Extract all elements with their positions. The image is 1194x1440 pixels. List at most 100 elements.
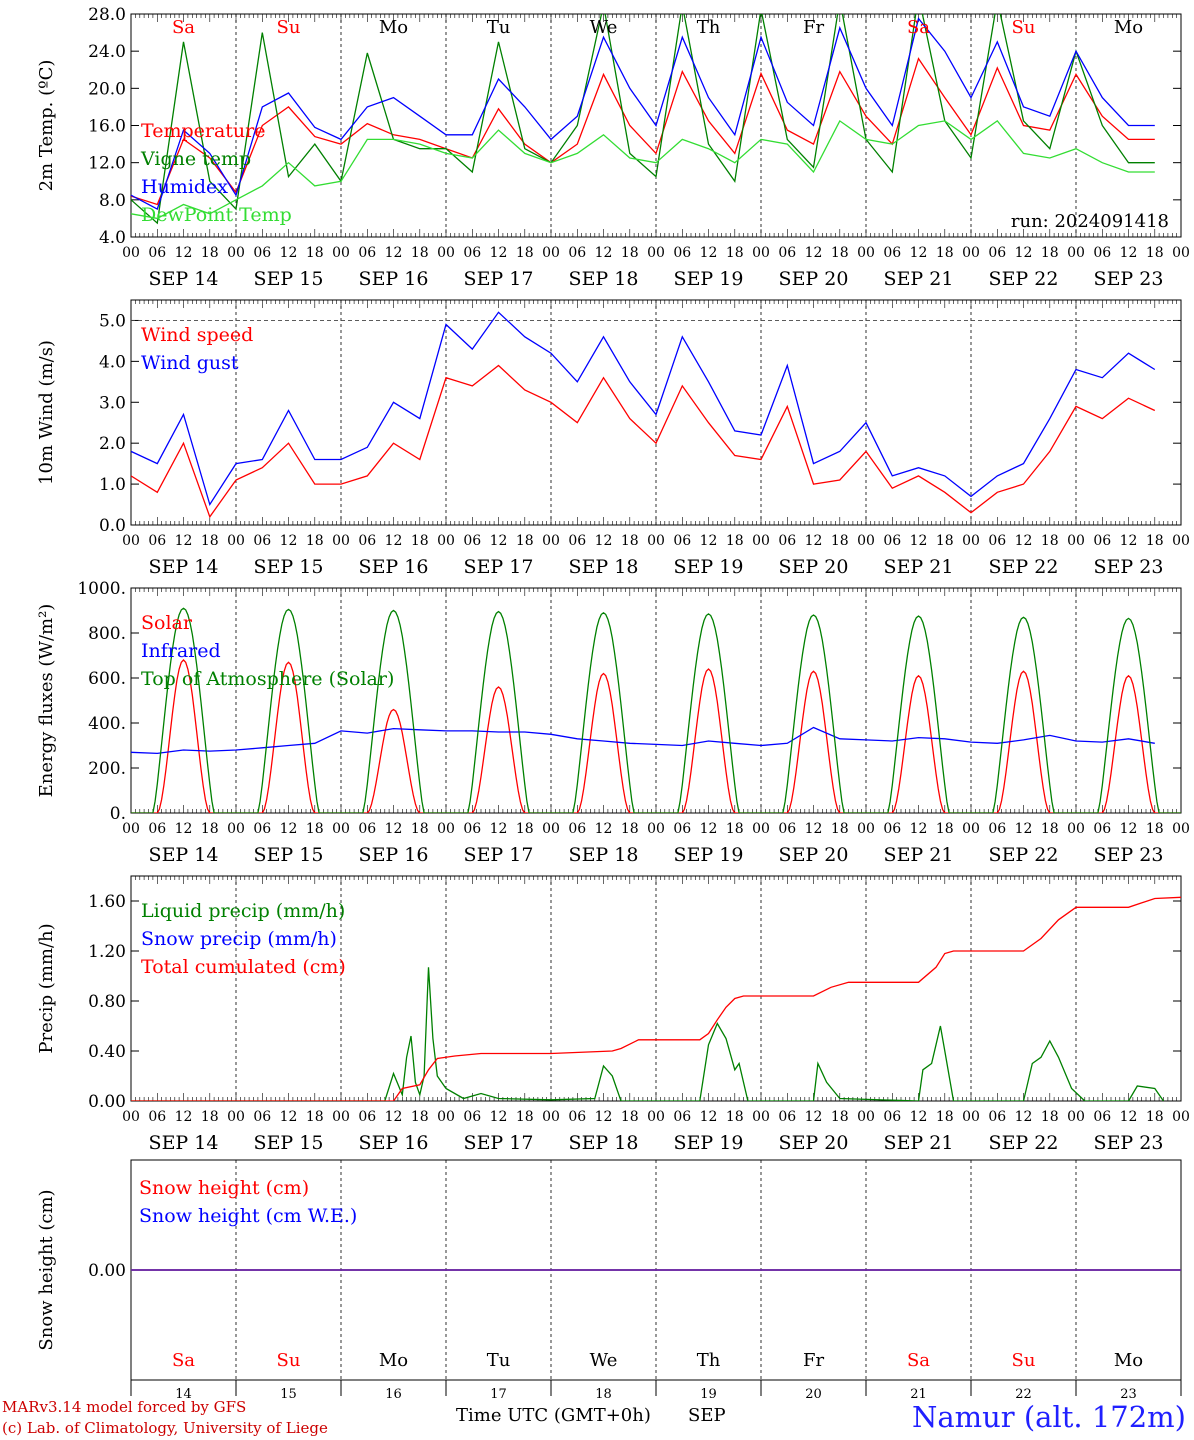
hour-ticks [130,14,1182,237]
hour-label: 18 [1146,1109,1164,1125]
day-number: 16 [385,1387,402,1402]
y-tick-label: 600. [88,669,126,689]
weekday-label: Mo [379,17,408,38]
date-label: SEP 18 [569,556,639,578]
y-tick-label: 28.0 [88,5,126,25]
weekday-label: Su [1012,1350,1036,1371]
hour-label: 18 [1041,1109,1059,1125]
legend-entry: Snow height (cm) [139,1177,309,1199]
legend-entry: Snow height (cm W.E.) [139,1205,357,1227]
hour-label: 00 [332,821,350,837]
hour-ticks [130,876,1182,1101]
hour-label: 12 [385,533,403,549]
hour-label: 18 [306,245,324,261]
weekday-label: Sa [907,1350,930,1371]
hour-label: 06 [988,533,1006,549]
hour-label: 00 [1172,533,1190,549]
hour-label: 06 [463,821,481,837]
date-label: SEP 23 [1094,844,1164,866]
hour-label: 18 [621,245,639,261]
hour-label: 12 [175,821,193,837]
hour-label: 06 [148,245,166,261]
hour-label: 18 [201,1109,219,1125]
hour-label: 12 [280,533,298,549]
hour-label: 12 [280,1109,298,1125]
date-label: SEP 14 [149,556,219,578]
hour-label: 12 [280,245,298,261]
date-label: SEP 15 [254,844,324,866]
weekday-label: Tu [487,17,511,38]
y-tick-label: 12.0 [88,154,126,174]
y-tick-label: 1000. [77,579,126,599]
hour-label: 00 [332,245,350,261]
legend-entry: Snow precip (mm/h) [141,928,337,950]
hour-label: 18 [831,245,849,261]
hour-label: 00 [227,1109,245,1125]
date-label: SEP 19 [674,844,744,866]
y-tick-label: 2.0 [99,434,126,454]
hour-label: 06 [673,821,691,837]
hour-label: 00 [332,533,350,549]
panel-4 [130,875,1182,1102]
legend-entry: Wind gust [141,352,239,374]
hour-label: 00 [542,533,560,549]
date-label: SEP 22 [989,1132,1059,1154]
hour-label: 00 [437,533,455,549]
hour-label: 06 [568,1109,586,1125]
day-number: 18 [595,1387,612,1402]
hour-label: 06 [988,1109,1006,1125]
hour-label: 00 [1172,245,1190,261]
date-label: SEP 16 [359,844,429,866]
hour-label: 12 [1015,821,1033,837]
hour-label: 06 [883,533,901,549]
hour-label: 18 [936,533,954,549]
hour-label: 18 [1146,533,1164,549]
hour-label: 00 [122,245,140,261]
hour-label: 00 [437,245,455,261]
weekday-label: Fr [803,17,824,38]
date-label: SEP 22 [989,844,1059,866]
day-number: 22 [1015,1387,1032,1402]
hour-label: 18 [936,821,954,837]
hour-label: 12 [1015,245,1033,261]
date-label: SEP 18 [569,1132,639,1154]
hour-label: 00 [752,1109,770,1125]
series-line [131,311,1156,507]
hour-label: 18 [306,1109,324,1125]
hour-label: 00 [962,533,980,549]
hour-label: 18 [621,533,639,549]
hour-label: 18 [936,1109,954,1125]
hour-label: 00 [1067,1109,1085,1125]
hour-label: 12 [1120,821,1138,837]
weekday-label: Th [697,17,721,38]
hour-label: 00 [1172,821,1190,837]
date-label: SEP 16 [359,556,429,578]
weekday-label: Fr [803,1350,824,1371]
y-tick-label: 0. [110,804,126,824]
day-number: 17 [490,1387,507,1402]
panel-frame [130,587,1182,814]
date-label: SEP 16 [359,1132,429,1154]
hour-label: 00 [542,1109,560,1125]
hour-label: 18 [831,1109,849,1125]
hour-label: 06 [358,533,376,549]
date-label: SEP 17 [464,556,534,578]
series-line [131,659,1181,813]
hour-label: 18 [1041,245,1059,261]
y-tick-label: 0.80 [88,992,126,1012]
date-label: SEP 15 [254,1132,324,1154]
hour-label: 12 [910,533,928,549]
hour-label: 00 [122,533,140,549]
date-label: SEP 19 [674,1132,744,1154]
hour-label: 00 [122,1109,140,1125]
date-label: SEP 16 [359,268,429,290]
hour-label: 12 [910,1109,928,1125]
hour-label: 12 [805,245,823,261]
hour-label: 18 [936,245,954,261]
x-axis-title: Time UTC (GMT+0h) [456,1405,651,1426]
hour-label: 12 [805,533,823,549]
hour-label: 00 [1067,533,1085,549]
legend-entry: Liquid precip (mm/h) [141,900,345,922]
y-tick-label: 200. [88,759,126,779]
